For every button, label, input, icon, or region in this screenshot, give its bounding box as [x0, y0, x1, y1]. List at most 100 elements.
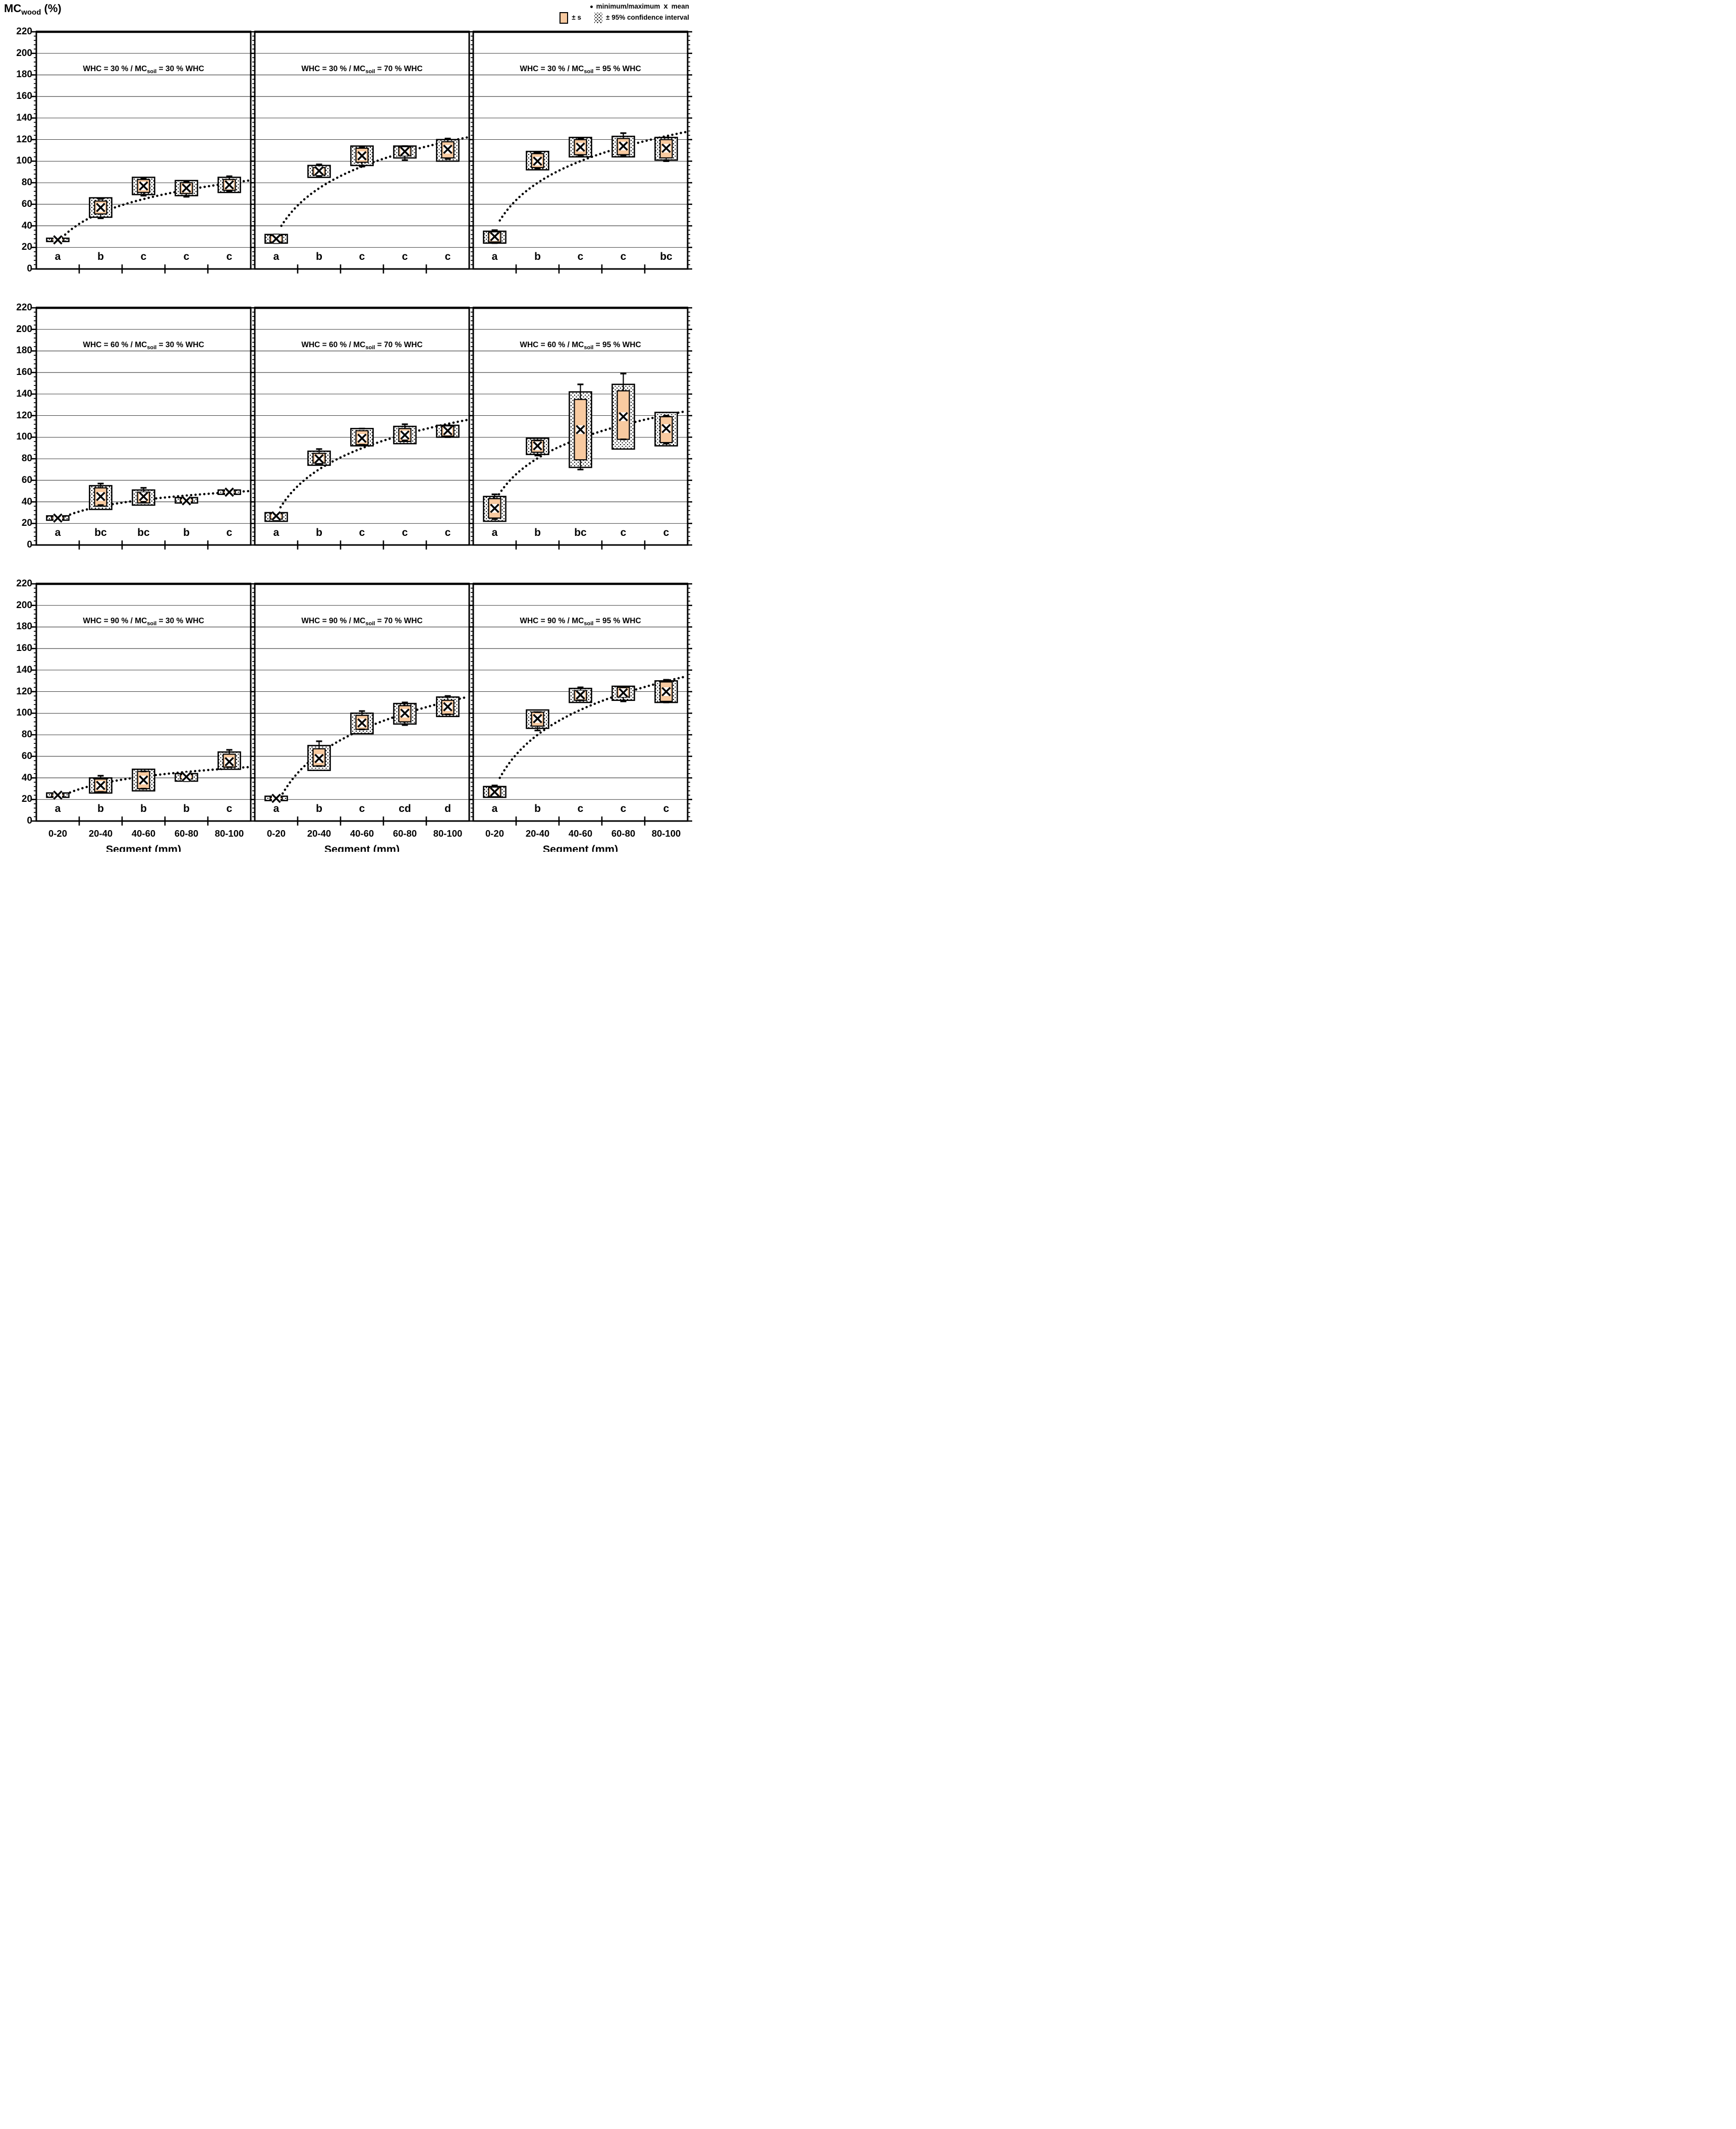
- max-marker: [97, 198, 104, 200]
- x-axis-label: 0-20: [48, 828, 68, 839]
- x-axis-label: 80-100: [214, 828, 244, 839]
- significance-letter: b: [97, 251, 104, 262]
- mean-x-marker: [271, 234, 281, 244]
- x-axis-label: 20-40: [88, 828, 113, 839]
- max-marker: [140, 177, 147, 180]
- y-axis-label: 60: [21, 474, 32, 485]
- mean-x-marker: [443, 702, 453, 712]
- s-box-swatch-icon: [559, 12, 569, 24]
- box-plot-0-20: [264, 793, 288, 803]
- y-axis-label: 40: [21, 220, 32, 231]
- mean-x-marker: [400, 146, 410, 156]
- min-marker: [97, 504, 104, 506]
- box-plot-20-40: [89, 197, 113, 220]
- box-plot-80-100: [654, 136, 678, 162]
- box-plot-40-60: [569, 137, 592, 158]
- y-axis-label: 200: [16, 599, 32, 611]
- x-axis-label: 20-40: [525, 828, 550, 839]
- box-plot-20-40: [526, 438, 549, 457]
- y-axis-label: 200: [16, 47, 32, 59]
- min-marker: [663, 160, 669, 162]
- y-axis-label: 80: [21, 177, 32, 188]
- max-marker: [620, 686, 627, 688]
- min-marker: [663, 701, 669, 703]
- box-plot-40-60: [350, 145, 374, 168]
- box-plot-0-20: [264, 511, 288, 522]
- mean-x-marker: [576, 142, 585, 152]
- min-marker: [359, 444, 365, 446]
- y-axis-label: 140: [16, 664, 32, 675]
- legend-row-s-ci: ± s ± 95% confidence interval: [559, 12, 689, 24]
- mean-x-icon: x: [663, 2, 668, 11]
- legend-s-label: ± s: [572, 14, 582, 21]
- y-axis-label: 80: [21, 453, 32, 464]
- y-axis-label: 220: [16, 302, 32, 313]
- box-plot-60-80: [611, 372, 635, 450]
- significance-letter: a: [492, 527, 498, 538]
- y-axis-label: 80: [21, 729, 32, 740]
- significance-letter: c: [359, 251, 365, 262]
- y-axis-label: 120: [16, 686, 32, 697]
- box-plot-60-80: [175, 496, 198, 506]
- mean-x-marker: [533, 156, 542, 166]
- y-axis-label: 20: [21, 794, 32, 805]
- significance-letter: c: [141, 251, 147, 262]
- y-axis-label: 60: [21, 198, 32, 209]
- ci-box-swatch-icon: [594, 12, 603, 23]
- max-marker: [97, 775, 104, 777]
- box-plot-60-80: [393, 423, 417, 445]
- significance-letter: a: [492, 803, 498, 814]
- mean-x-marker: [619, 688, 628, 698]
- min-marker: [183, 196, 190, 198]
- box-plot-80-100: [436, 424, 460, 438]
- y-axis-label: 160: [16, 643, 32, 654]
- min-marker: [620, 439, 627, 441]
- min-marker: [491, 518, 498, 520]
- plot-area: a b c c c WHC = 60 % / MCsoil = 70 % WHC: [250, 306, 470, 550]
- min-marker: [444, 436, 451, 438]
- mean-x-marker: [400, 708, 410, 718]
- mean-x-marker: [400, 430, 410, 440]
- mean-x-marker: [533, 714, 542, 724]
- panel-whc90-soil30: a b b b c WHC = 90 % / MCsoil = 30 % WHC: [32, 582, 252, 826]
- significance-letter: d: [444, 803, 451, 814]
- min-marker: [140, 195, 147, 197]
- box-plot-40-60: [350, 427, 374, 447]
- box-plot-20-40: [307, 163, 331, 178]
- x-axis-label: 40-60: [350, 828, 374, 839]
- significance-letter: b: [183, 803, 190, 814]
- box-plot-0-20: [483, 493, 507, 522]
- mean-x-marker: [443, 144, 453, 154]
- min-marker: [359, 728, 365, 731]
- box-plot-60-80: [393, 701, 417, 726]
- max-marker: [316, 448, 322, 450]
- max-marker: [491, 229, 498, 231]
- significance-letter: c: [578, 803, 584, 814]
- max-marker: [577, 686, 584, 688]
- box-plot-40-60: [569, 384, 592, 471]
- mean-x-marker: [576, 425, 585, 434]
- box-plot-0-20: [483, 784, 507, 798]
- max-marker: [663, 136, 669, 138]
- box-plot-40-60: [569, 686, 592, 703]
- mean-x-marker: [225, 180, 234, 190]
- min-marker: [402, 440, 408, 442]
- max-marker: [316, 740, 322, 742]
- y-axis-label: 160: [16, 91, 32, 102]
- significance-letter: c: [663, 527, 669, 538]
- y-axis-label: 180: [16, 345, 32, 356]
- y-axis-label: 0: [27, 263, 32, 274]
- mean-x-marker: [661, 687, 671, 696]
- y-axis-label: 200: [16, 323, 32, 335]
- panel-title: WHC = 90 % / MCsoil = 70 % WHC: [301, 617, 422, 627]
- x-axis-label: 40-60: [568, 828, 593, 839]
- min-marker: [226, 190, 233, 192]
- max-marker: [577, 384, 584, 386]
- plot-area: a b c c c WHC = 30 % / MCsoil = 30 % WHC: [32, 30, 252, 274]
- significance-letter: c: [359, 803, 365, 814]
- significance-letter: cd: [399, 803, 411, 814]
- mean-x-marker: [271, 793, 281, 803]
- plot-area: a b c c c WHC = 90 % / MCsoil = 95 % WHC: [469, 582, 692, 826]
- significance-letter: a: [55, 251, 61, 262]
